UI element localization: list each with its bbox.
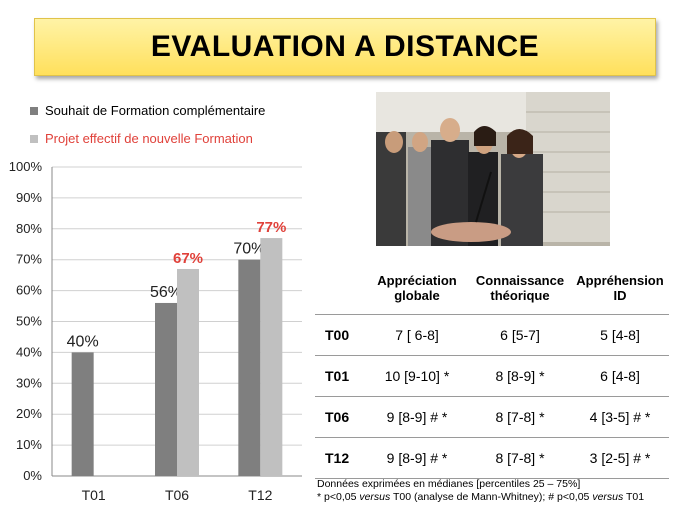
legend-swatch [30,106,38,115]
bar-1 [155,302,177,476]
page-title: EVALUATION A DISTANCE [150,30,540,63]
table-cell: 6 [5-7] [469,314,571,356]
y-tick-label: 70% [16,252,42,267]
table-cell: 8 [8-9] * [469,355,571,397]
y-tick-label: 0% [23,468,42,483]
data-label: 70% [233,241,265,258]
table-header [315,262,365,315]
table-row: T00 7 [ 6-8] 6 [5-7] 5 [4-8] [315,314,669,356]
table-cell: 5 [4-8] [571,314,669,356]
x-tick-label: T12 [248,487,272,503]
footnote-text: T00 (analyse de Mann-Whitney); # p<0,05 [390,491,593,503]
bar-chart: 0% 10% 20% 30% 40% 50% 60% 70% 80% 90% 100% T01 40% T… [9,159,302,503]
training-photo [376,92,610,246]
table-cell: 8 [7-8] * [469,396,571,438]
x-tick-label: T06 [165,487,189,503]
footnote-line-2: * p<0,05 versus T00 (analyse de Mann-Whi… [317,491,644,504]
table-row: T06 9 [8-9] # * 8 [7-8] * 4 [3-5] # * [315,396,669,438]
row-label: T01 [315,355,365,397]
table-header: Appréhension ID [576,273,664,303]
table-row: T12 9 [8-9] # * 8 [7-8] * 3 [2-5] # * [315,437,669,479]
y-tick-label: 60% [16,283,42,298]
legend-label: Projet effectif de nouvelle Formation [45,131,253,146]
bar-1 [238,259,261,476]
table-footnote: Données exprimées en médianes [percentil… [317,478,644,504]
table-header: Connaissance théorique [475,273,565,303]
bar-2 [260,238,283,476]
y-tick-label: 30% [16,375,42,390]
row-label: T00 [315,314,365,356]
row-label: T12 [315,437,365,479]
data-label: 67% [173,250,203,267]
legend-item-series2: Projet effectif de nouvelle Formation [30,131,265,146]
table-cell: 9 [8-9] # * [365,396,469,438]
y-tick-label: 10% [16,437,42,452]
table-cell: 6 [4-8] [571,355,669,397]
row-label: T06 [315,396,365,438]
footnote-text: versus [359,491,391,503]
y-tick-label: 40% [16,344,42,359]
footnote-text: T01 [623,491,645,503]
table-cell: 8 [7-8] * [469,437,571,479]
table-row: T01 10 [9-10] * 8 [8-9] * 6 [4-8] [315,355,669,397]
table-cell: 4 [3-5] # * [571,396,669,438]
footnote-text: versus [592,491,624,503]
table-cell: 10 [9-10] * [365,355,469,397]
y-tick-label: 50% [16,314,42,329]
data-label: 77% [256,219,286,236]
data-label: 40% [67,333,99,350]
title-banner: EVALUATION A DISTANCE [34,18,656,76]
table-cell: 7 [ 6-8] [365,314,469,356]
bar-2 [177,268,199,476]
footnote-text: * p<0,05 [317,491,360,503]
table-header: Appréciation globale [377,273,457,303]
footnote-line-1: Données exprimées en médianes [percentil… [317,478,581,490]
bar-1 [71,352,94,476]
legend-item-series1: Souhait de Formation complémentaire [30,103,265,118]
results-table: Appréciation globale Connaissance théori… [315,262,669,479]
data-label: 56% [150,284,182,301]
y-tick-label: 100% [9,159,43,174]
legend-label: Souhait de Formation complémentaire [45,103,266,118]
y-tick-label: 90% [16,190,42,205]
x-tick-label: T01 [82,487,106,503]
table-header-row: Appréciation globale Connaissance théori… [315,262,669,315]
table-cell: 9 [8-9] # * [365,437,469,479]
legend-swatch [30,134,38,143]
y-tick-label: 20% [16,406,42,421]
y-tick-label: 80% [16,221,42,236]
table-cell: 3 [2-5] # * [571,437,669,479]
chart-legend: Souhait de Formation complémentaire Proj… [30,103,265,159]
